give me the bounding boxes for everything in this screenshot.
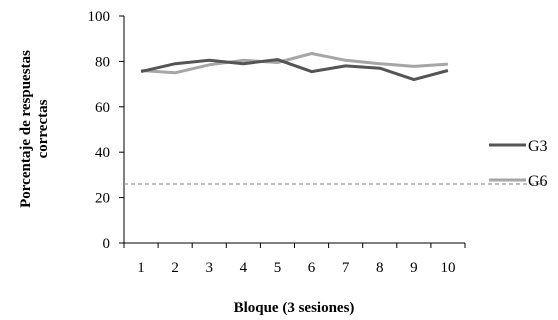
series-line-g6	[140, 52, 449, 75]
y-tick-label: 40	[95, 145, 110, 161]
x-tick-label: 5	[274, 260, 282, 276]
x-tick-label: 8	[376, 260, 384, 276]
series-layer	[140, 52, 449, 82]
series-line-g3	[140, 58, 449, 82]
x-tick-label: 4	[240, 260, 248, 276]
x-tick-label: 2	[171, 260, 179, 276]
y-tick-label: 20	[95, 191, 110, 207]
axes	[123, 16, 465, 244]
x-tick-label: 6	[308, 260, 316, 276]
x-axis-title: Bloque (3 sesiones)	[234, 300, 355, 316]
y-tick-label: 0	[103, 236, 111, 252]
legend: G3 G6	[489, 138, 548, 190]
x-tick-label: 10	[440, 260, 455, 276]
x-tick-label: 3	[206, 260, 214, 276]
x-tick-label: 1	[137, 260, 145, 276]
y-tick-label: 80	[95, 54, 110, 70]
y-tick-label: 100	[88, 9, 111, 25]
legend-label-g3: G3	[528, 138, 548, 155]
y-ticks: 0 20 40 60 80 100	[88, 9, 124, 252]
x-tick-label: 9	[410, 260, 418, 276]
y-axis-title-line-1: Porcentaje de respuestas	[18, 50, 34, 208]
x-ticks: 1 2 3 4 5 6 7 8 9 10	[123, 243, 466, 276]
legend-label-g6: G6	[528, 173, 548, 190]
y-tick-label: 60	[95, 100, 110, 116]
x-tick-label: 7	[342, 260, 350, 276]
y-axis-title-line-2: correctas	[35, 99, 51, 158]
